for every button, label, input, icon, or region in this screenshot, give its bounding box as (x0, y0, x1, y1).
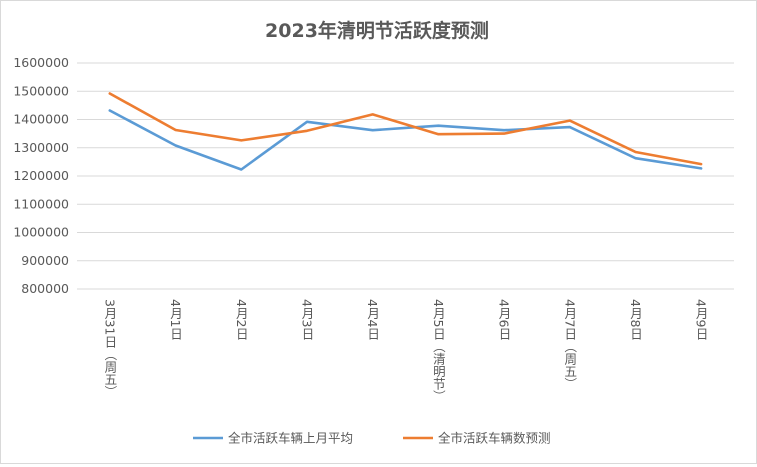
legend: 全市活跃车辆上月平均 全市活跃车辆数预测 (193, 431, 551, 446)
x-tick-label: 4月3日 (299, 299, 314, 340)
x-tick-label: 4月2日 (234, 299, 249, 340)
data-point (700, 163, 703, 166)
y-tick-label: 1400000 (13, 112, 69, 127)
x-tick-label: 4月4日 (365, 299, 380, 340)
data-point (700, 167, 703, 170)
x-axis-tick-labels: 3月31日（周五） 4月1日 4月2日 4月3日 4月4日 4月5日（清明节） 4月6日 4月… (102, 299, 708, 402)
data-point (305, 129, 308, 132)
y-tick-label: 1600000 (13, 55, 69, 70)
legend-label: 全市活跃车辆数预测 (438, 431, 551, 446)
legend-label: 全市活跃车辆上月平均 (228, 431, 353, 446)
series-line-0 (108, 109, 703, 171)
data-point (371, 113, 374, 116)
x-tick-label: 4月7日（周五） (562, 299, 577, 390)
x-tick-label: 4月6日 (497, 299, 512, 340)
series-lines (108, 92, 703, 171)
data-point (634, 157, 637, 160)
data-point (174, 128, 177, 131)
y-tick-label: 1200000 (13, 168, 69, 183)
data-point (634, 150, 637, 153)
data-point (174, 144, 177, 147)
y-tick-label: 1100000 (13, 196, 69, 211)
data-point (371, 129, 374, 132)
x-tick-label: 4月5日（清明节） (431, 299, 446, 402)
data-point (305, 120, 308, 123)
chart-title: 2023年清明节活跃度预测 (265, 19, 489, 42)
y-tick-label: 900000 (21, 253, 69, 268)
y-axis-tick-labels: 800000 900000 1000000 1100000 1200000 1300000… (13, 55, 69, 296)
data-point (108, 109, 111, 112)
series-line-1 (108, 92, 703, 166)
data-point (503, 129, 506, 132)
y-tick-label: 800000 (21, 281, 69, 296)
y-tick-label: 1500000 (13, 83, 69, 98)
x-tick-label: 4月9日 (694, 299, 709, 340)
data-point (240, 168, 243, 171)
gridlines (77, 62, 734, 290)
y-tick-label: 1000000 (13, 225, 69, 240)
x-tick-label: 3月31日（周五） (102, 299, 117, 398)
data-point (108, 92, 111, 95)
data-point (568, 119, 571, 122)
y-tick-label: 1300000 (13, 140, 69, 155)
x-tick-label: 4月8日 (628, 299, 643, 340)
data-point (568, 126, 571, 129)
data-point (437, 124, 440, 127)
data-point (240, 139, 243, 142)
data-point (437, 133, 440, 136)
data-point (503, 132, 506, 135)
x-tick-label: 4月1日 (168, 299, 183, 340)
